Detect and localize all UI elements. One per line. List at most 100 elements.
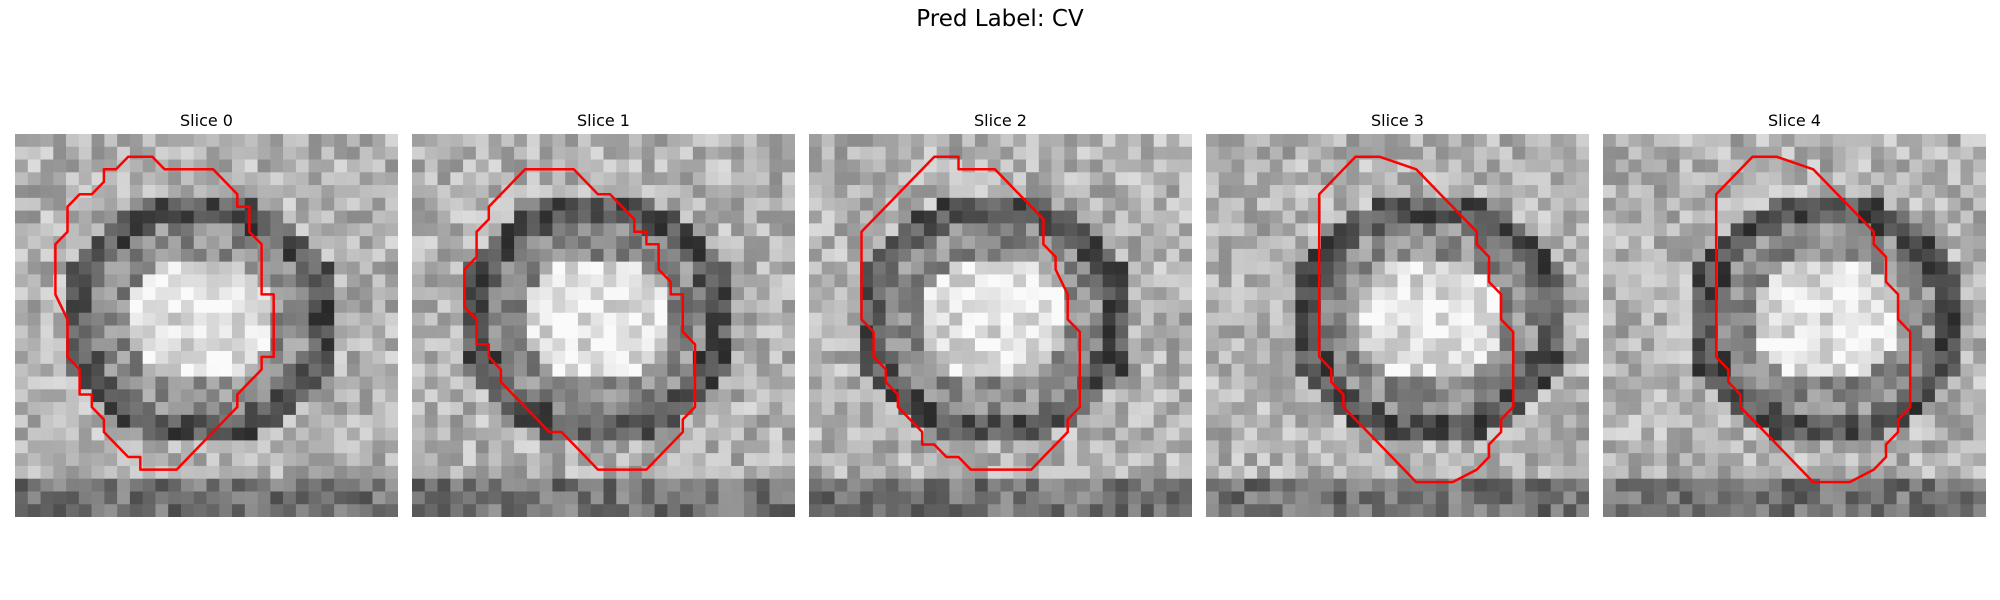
pixel — [1333, 299, 1347, 314]
pixel — [821, 134, 835, 148]
pixel — [1692, 351, 1706, 365]
pixel — [180, 351, 195, 365]
pixel — [1448, 338, 1462, 352]
pixel — [1654, 440, 1668, 454]
pixel — [1013, 325, 1027, 339]
pixel — [743, 338, 757, 352]
pixel — [15, 465, 29, 479]
pixel — [1179, 159, 1192, 173]
pixel — [860, 478, 874, 492]
pixel — [155, 287, 169, 301]
pixel — [232, 312, 246, 326]
pixel — [117, 185, 131, 199]
pixel — [1231, 287, 1245, 301]
pixel — [834, 185, 848, 199]
pixel — [53, 465, 67, 479]
pixel — [629, 210, 643, 224]
pixel — [987, 172, 1001, 186]
pixel — [718, 172, 732, 186]
pixel — [168, 325, 182, 339]
pixel — [1026, 351, 1040, 365]
pixel — [987, 414, 1001, 428]
pixel — [1218, 274, 1232, 288]
pixel — [705, 504, 719, 517]
pixel — [756, 210, 770, 224]
pixel — [1231, 504, 1245, 517]
pixel — [1525, 440, 1539, 454]
pixel — [1384, 325, 1398, 339]
pixel — [1206, 504, 1220, 517]
pixel — [1115, 376, 1129, 390]
pixel — [1947, 172, 1961, 186]
pixel — [898, 146, 912, 160]
pixel — [1973, 172, 1986, 186]
pixel — [117, 223, 131, 237]
pixel — [616, 465, 630, 479]
pixel — [1883, 210, 1897, 224]
pixel — [1615, 414, 1629, 428]
pixel — [539, 312, 553, 326]
slice-title-3: Slice 3 — [1371, 111, 1424, 130]
pixel — [1973, 427, 1986, 441]
pixel — [590, 248, 604, 262]
pixel — [1461, 440, 1475, 454]
pixel — [526, 159, 540, 173]
pixel — [1641, 363, 1655, 377]
pixel — [1666, 478, 1680, 492]
pixel — [872, 274, 886, 288]
pixel — [1371, 440, 1386, 454]
pixel — [834, 351, 848, 365]
pixel — [1051, 376, 1065, 390]
pixel — [834, 287, 848, 301]
pixel — [1832, 504, 1846, 517]
pixel — [1871, 274, 1885, 288]
pixel — [1295, 402, 1309, 416]
pixel — [1947, 376, 1961, 390]
pixel — [654, 159, 668, 173]
pixel — [1896, 274, 1910, 288]
pixel — [1730, 504, 1744, 517]
pixel — [923, 402, 937, 416]
pixel — [1871, 248, 1885, 262]
pixel — [1654, 210, 1668, 224]
pixel — [346, 414, 360, 428]
pixel — [1525, 159, 1539, 173]
pixel — [847, 236, 861, 250]
pixel — [1615, 261, 1629, 275]
pixel — [1512, 134, 1526, 148]
pixel — [346, 159, 360, 173]
pixel — [463, 185, 477, 199]
pixel — [1615, 389, 1629, 403]
pixel — [206, 185, 220, 199]
pixel — [1051, 363, 1065, 377]
pixel — [552, 236, 566, 250]
pixel — [1371, 414, 1386, 428]
pixel — [1512, 159, 1526, 173]
pixel — [450, 210, 464, 224]
pixel — [1883, 376, 1897, 390]
pixel — [809, 453, 823, 467]
pixel — [1603, 159, 1617, 173]
pixel — [1563, 414, 1577, 428]
pixel — [1128, 465, 1142, 479]
pixel — [283, 478, 297, 492]
pixel — [949, 134, 963, 148]
pixel — [834, 134, 848, 148]
pixel — [1140, 236, 1154, 250]
pixel — [769, 363, 783, 377]
pixel — [206, 376, 220, 390]
pixel — [782, 274, 795, 288]
pixel — [718, 134, 732, 148]
pixel — [1474, 491, 1488, 505]
pixel — [860, 248, 874, 262]
pixel — [539, 210, 553, 224]
pixel — [40, 287, 54, 301]
pixel — [1218, 491, 1232, 505]
pixel — [1603, 172, 1617, 186]
pixel — [180, 363, 195, 377]
pixel — [731, 159, 745, 173]
pixel — [1666, 236, 1680, 250]
pixel — [180, 185, 195, 199]
pixel — [104, 210, 118, 224]
pixel — [168, 376, 182, 390]
